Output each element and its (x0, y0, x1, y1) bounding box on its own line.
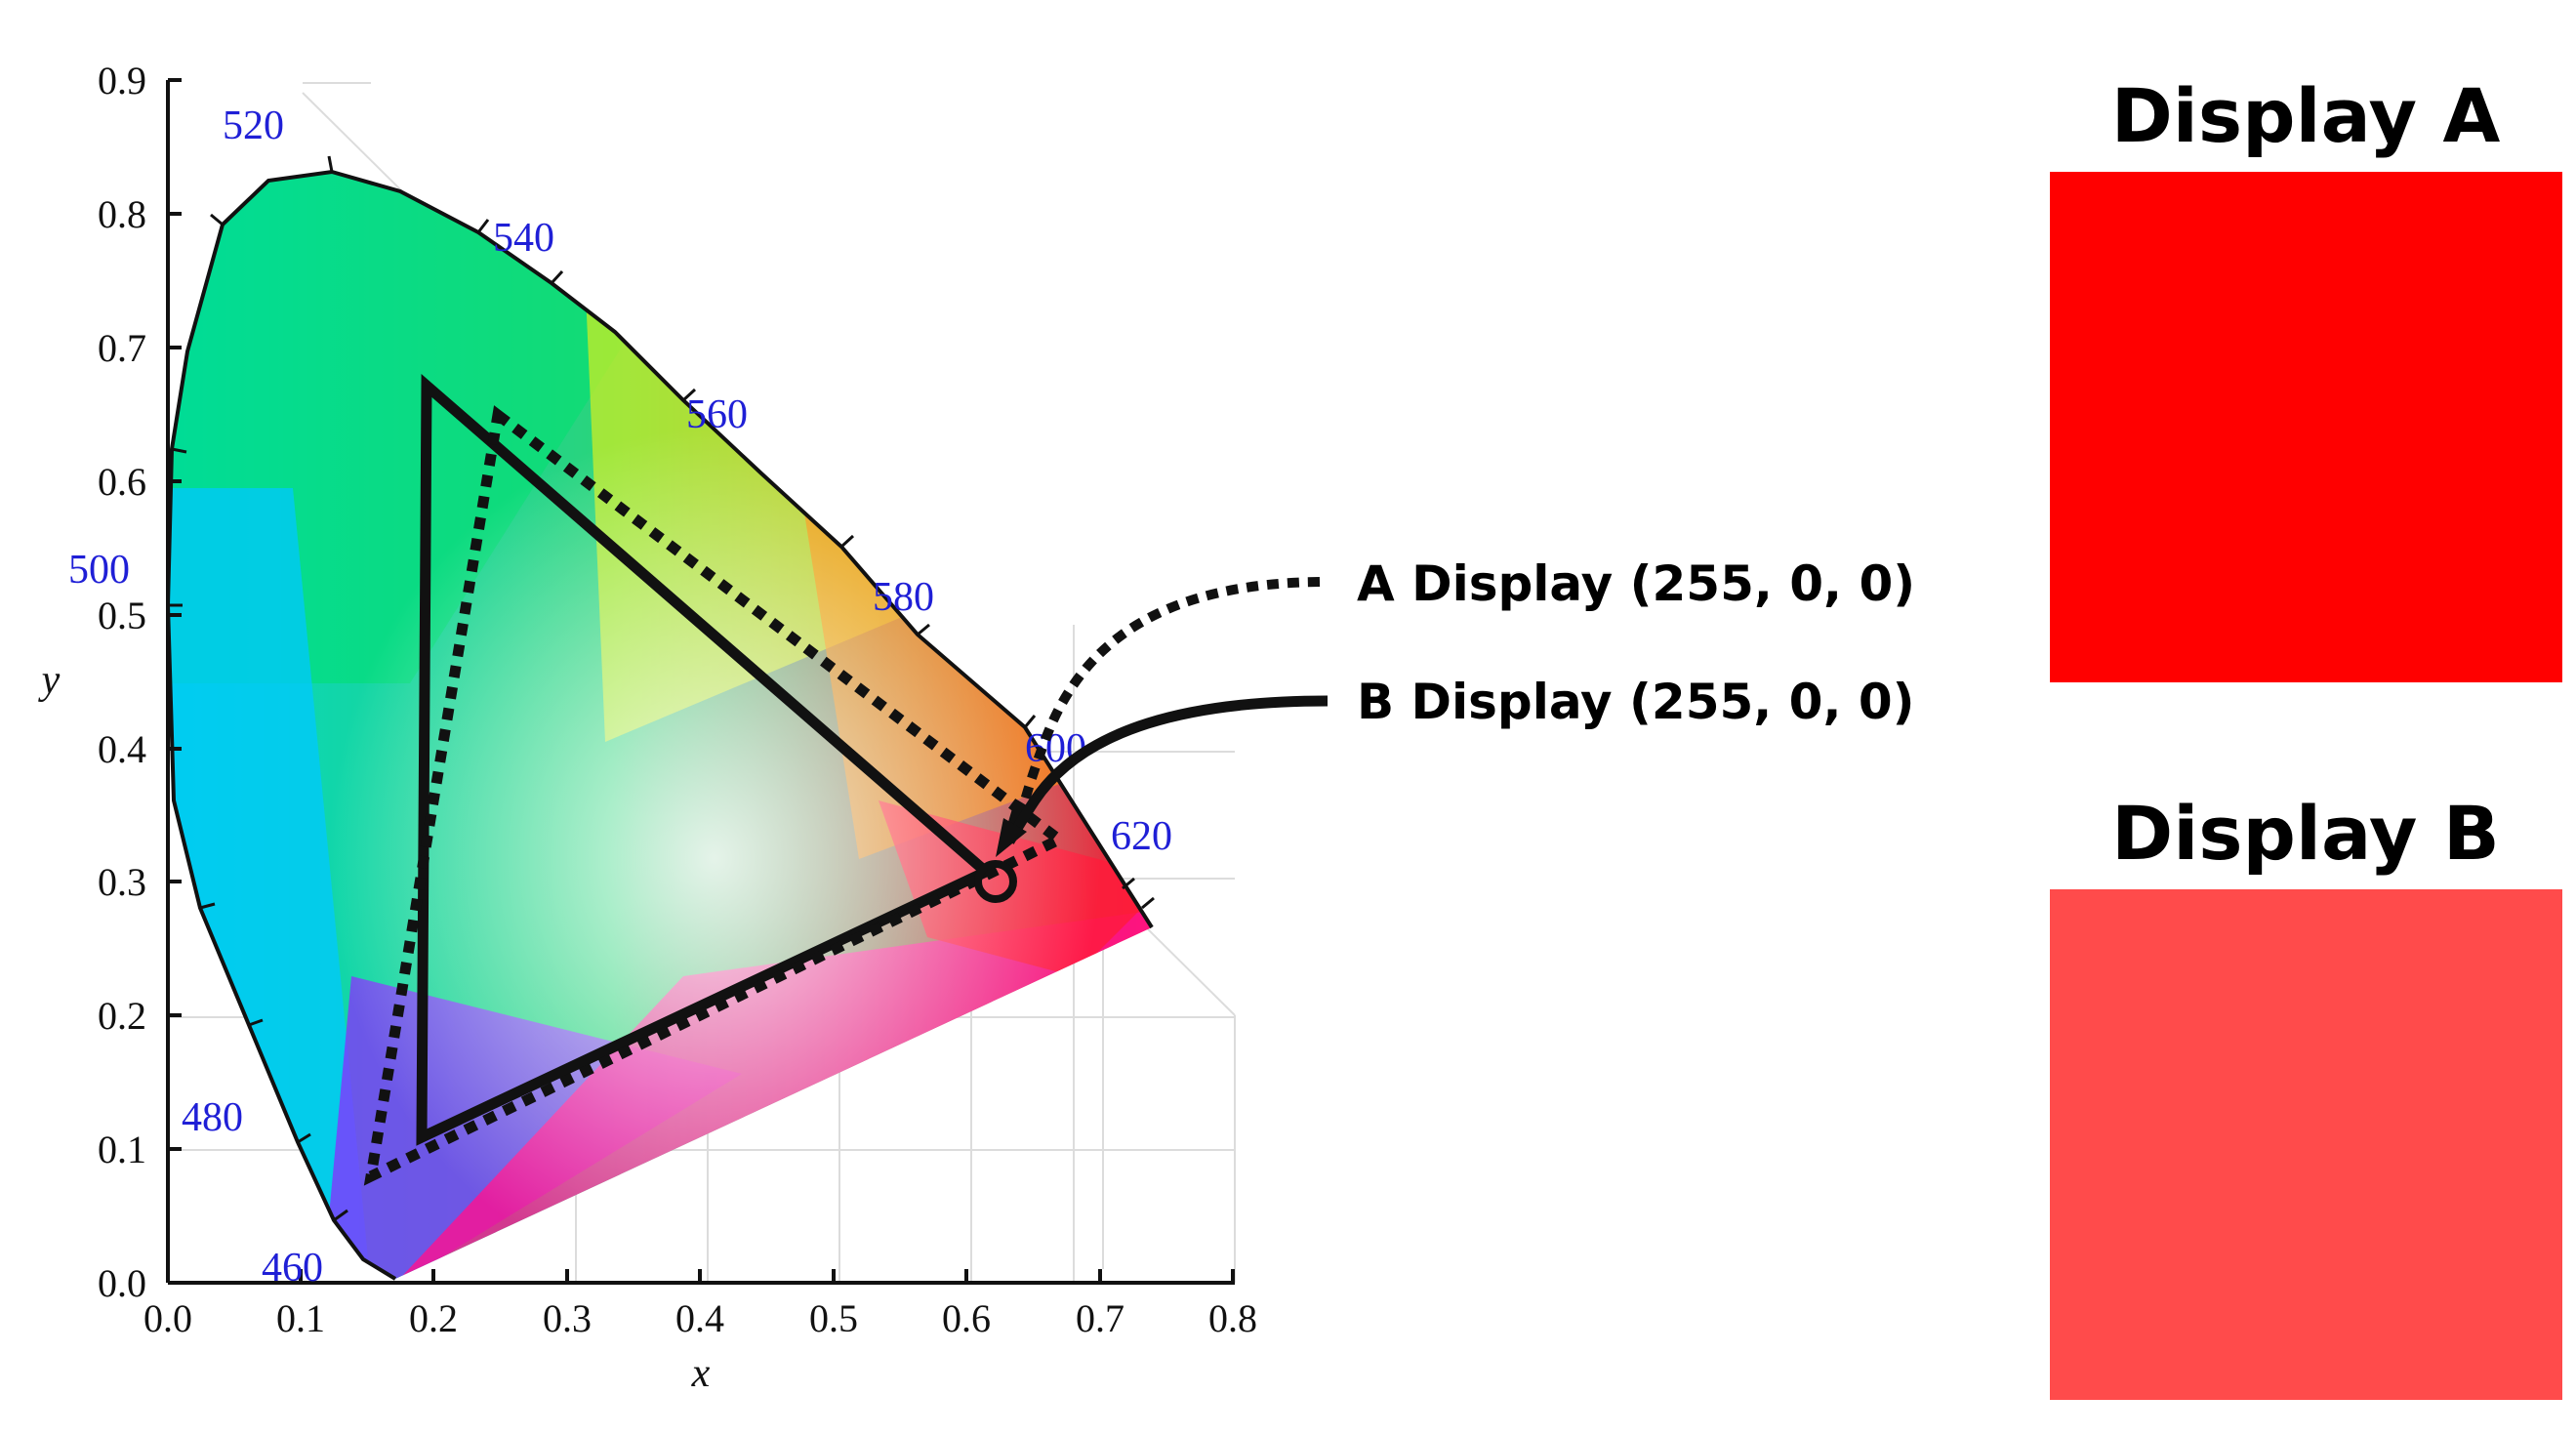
red-primary-marker (974, 860, 1017, 903)
display-b-swatch (2050, 889, 2562, 1400)
x-tick-label: 0.5 (809, 1296, 858, 1340)
x-tick-label: 0.0 (143, 1296, 192, 1340)
y-tick-label: 0.2 (98, 994, 146, 1038)
x-tick-label: 0.3 (543, 1296, 592, 1340)
x-tick-label: 0.6 (942, 1296, 991, 1340)
wavelength-label: 520 (223, 103, 284, 148)
x-axis (166, 1269, 1235, 1285)
wavelength-label: 540 (493, 216, 554, 261)
y-tick-label: 0.3 (98, 860, 146, 904)
y-tick-label: 0.1 (98, 1128, 146, 1171)
display-a-swatch (2050, 172, 2562, 682)
y-tick-label: 0.6 (98, 460, 146, 504)
x-tick-label: 0.4 (675, 1296, 724, 1340)
spectral-locus (165, 155, 1155, 1281)
x-tick-label: 0.1 (276, 1296, 325, 1340)
gamut-triangle-b-solid (416, 374, 996, 1146)
annotation-b-display: B Display (255, 0, 0) (1357, 674, 1915, 730)
gamut-triangle-a-dotted (363, 405, 1070, 1186)
display-b-title: Display B (2111, 790, 2500, 877)
y-tick-label: 0.4 (98, 727, 146, 771)
wavelength-label: 460 (262, 1246, 323, 1291)
wavelength-label: 620 (1111, 814, 1172, 859)
wavelength-label: 580 (873, 575, 934, 620)
wavelength-label: 560 (686, 392, 748, 437)
y-axis (166, 78, 182, 1285)
x-tick-label: 0.2 (409, 1296, 458, 1340)
wavelength-label: 600 (1025, 726, 1086, 771)
y-tick-label: 0.5 (98, 594, 146, 637)
y-tick-label: 0.8 (98, 192, 146, 236)
locus-outline (165, 169, 1154, 1281)
callout-arrow-b (996, 695, 1329, 857)
x-tick-label: 0.7 (1076, 1296, 1124, 1340)
display-a-title: Display A (2111, 72, 2501, 159)
y-tick-label: 0.9 (98, 59, 146, 103)
x-tick-label: 0.8 (1208, 1296, 1257, 1340)
annotation-a-display: A Display (255, 0, 0) (1357, 555, 1915, 612)
x-axis-label: x (691, 1351, 711, 1396)
y-tick-label: 0.7 (98, 326, 146, 370)
wavelength-label: 500 (68, 548, 130, 593)
y-tick-label: 0.0 (98, 1261, 146, 1305)
wavelength-label: 480 (182, 1095, 243, 1140)
y-axis-label: y (38, 658, 61, 703)
locus-ticks (168, 155, 1155, 1222)
